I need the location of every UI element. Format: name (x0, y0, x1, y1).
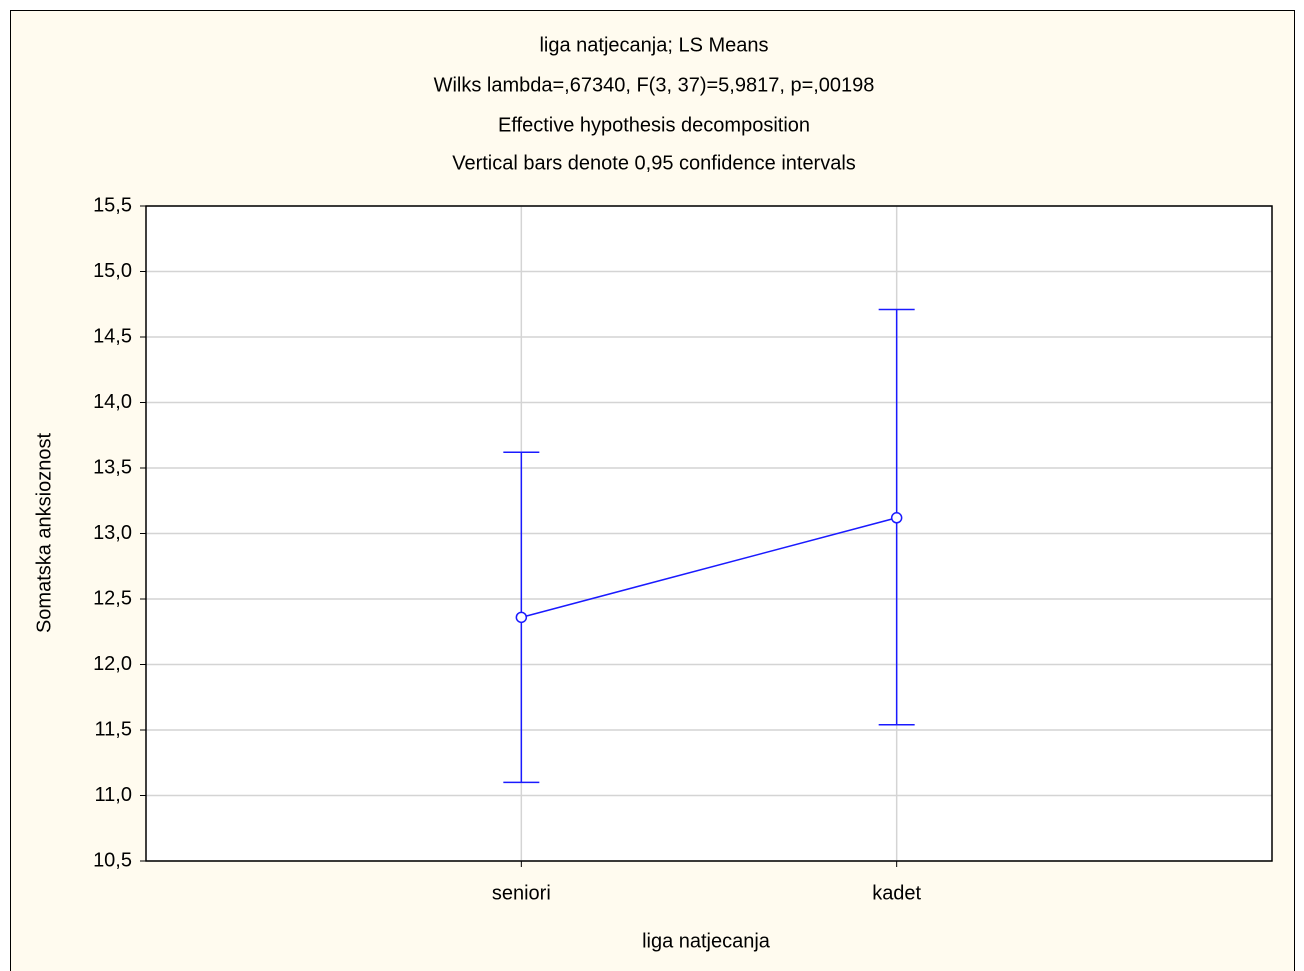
subtitle: Wilks lambda=,67340, F(3, 37)=5,9817, p=… (434, 74, 875, 96)
x-tick-label: seniori (492, 882, 551, 904)
y-tick-label: 14,5 (93, 325, 132, 347)
mean-line (521, 517, 897, 619)
x-tick-label: kadet (872, 882, 921, 904)
y-tick-label: 13,5 (93, 456, 132, 478)
y-axis-label: Somatska anksioznost (33, 433, 55, 634)
chart-title: liga natjecanja; LS Means (539, 34, 768, 56)
y-tick-label: 10,5 (93, 849, 132, 871)
subtitle: Vertical bars denote 0,95 confidence int… (452, 152, 856, 174)
y-tick-label: 11,5 (95, 718, 132, 740)
y-tick-label: 15,0 (93, 260, 132, 282)
plot-border (145, 205, 1273, 862)
x-axis-label: liga natjecanja (642, 930, 771, 952)
y-tick-label: 12,0 (93, 653, 132, 675)
mean-marker (890, 512, 903, 524)
subtitle: Effective hypothesis decomposition (498, 114, 810, 136)
y-tick-label: 11,0 (95, 784, 132, 806)
y-tick-label: 13,0 (93, 522, 132, 544)
y-tick-label: 12,5 (93, 587, 132, 609)
y-tick-label: 14,0 (93, 391, 132, 413)
mean-marker (515, 611, 528, 624)
y-tick-label: 15,5 (93, 194, 132, 216)
